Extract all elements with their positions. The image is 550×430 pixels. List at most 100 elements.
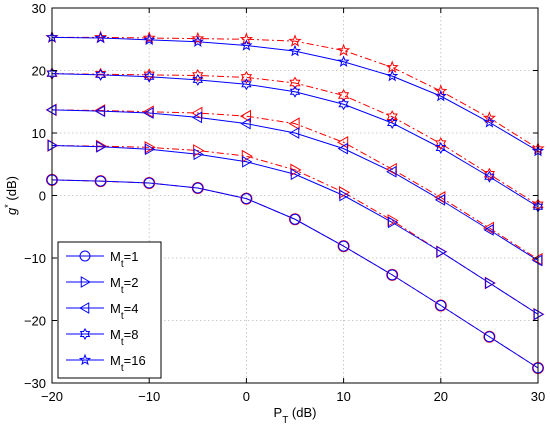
legend-label: Mt=2: [110, 275, 138, 296]
data-point-solid: [95, 175, 107, 187]
data-point-solid: [95, 68, 106, 81]
data-point-solid: [435, 300, 447, 311]
legend-label-sub: t: [121, 337, 124, 348]
data-point-solid: [484, 170, 495, 183]
y-tick-label: 10: [32, 126, 46, 141]
legend-label-value: =1: [124, 249, 139, 264]
legend-label-main: M: [110, 249, 121, 264]
data-point-solid: [45, 104, 57, 116]
legend-label-sub: t: [121, 363, 124, 374]
data-point-dashed: [483, 167, 496, 181]
data-point-solid: [144, 70, 155, 83]
data-point-solid: [386, 269, 398, 281]
data-point-dashed: [191, 31, 205, 45]
data-point-dashed: [289, 76, 301, 90]
x-tick-label: 10: [336, 389, 350, 404]
y-axis-title: g* (dB): [3, 176, 19, 215]
legend-label-sub: t: [121, 311, 124, 322]
data-point-solid: [191, 111, 203, 124]
legend-label-main: M: [110, 275, 121, 290]
data-point-dashed: [288, 34, 302, 47]
legend-entry: Mt=1: [66, 249, 138, 270]
legend-marker: [78, 302, 90, 314]
series-line-dashed: [51, 73, 539, 206]
series-line-dashed: [51, 109, 539, 260]
legend-marker: [79, 328, 91, 340]
legend-label-value: =4: [124, 301, 139, 316]
legend-label-value: =8: [124, 327, 139, 342]
legend-label-sub: t: [121, 259, 124, 270]
x-axis-title-main: P: [274, 405, 283, 420]
x-tick-label: 30: [531, 389, 545, 404]
data-point-solid: [337, 55, 350, 67]
y-axis-title-unit: (dB): [4, 176, 19, 204]
data-point-dashed: [240, 70, 253, 84]
series-line-solid: [51, 179, 539, 369]
x-tick-label: −10: [138, 389, 160, 404]
legend-marker: [78, 353, 92, 366]
y-axis-title-main: g: [4, 207, 19, 215]
data-point-dashed: [143, 68, 155, 82]
legend-entry: Mt=4: [66, 301, 138, 322]
data-point-solid: [191, 35, 204, 47]
x-axis-title-sub: T: [282, 415, 288, 426]
data-point-dashed: [337, 89, 350, 102]
legend-label: Mt=8: [110, 327, 138, 348]
data-point-solid: [143, 33, 156, 46]
legend-label-sub: t: [121, 285, 124, 296]
data-point-solid: [338, 240, 350, 252]
series-line-solid: [51, 36, 539, 152]
series-line-dashed: [52, 36, 539, 150]
data-point-solid: [94, 105, 105, 117]
series-markers: [45, 30, 545, 374]
data-point-dashed: [142, 31, 156, 44]
legend-label-main: M: [110, 301, 121, 316]
x-axis-title-unit: (dB): [288, 405, 316, 420]
data-point-solid: [289, 213, 301, 225]
x-axis-title: PT (dB): [274, 405, 317, 426]
data-point-solid: [386, 165, 397, 178]
data-point-dashed: [239, 32, 253, 45]
data-point-solid: [240, 39, 253, 51]
legend-entry: Mt=8: [66, 327, 138, 348]
series-line-solid: [51, 109, 539, 261]
legend-marker: [79, 250, 91, 262]
y-tick-label: −20: [24, 314, 46, 329]
data-point-solid: [483, 224, 494, 236]
data-point-dashed: [434, 84, 448, 97]
data-point-solid: [434, 194, 446, 206]
data-point-solid: [483, 331, 495, 343]
data-point-solid: [485, 277, 496, 289]
data-point-solid: [241, 78, 252, 91]
data-point-solid: [242, 155, 253, 168]
data-point-dashed: [337, 136, 349, 149]
x-tick-label: 20: [434, 389, 448, 404]
y-tick-label: 30: [32, 1, 46, 16]
data-point-solid: [96, 140, 107, 153]
data-point-solid: [193, 148, 204, 161]
data-point-solid: [288, 44, 302, 57]
y-tick-label: 20: [32, 64, 46, 79]
data-point-dashed: [385, 60, 399, 73]
legend-label-main: M: [110, 327, 121, 342]
data-point-dashed: [337, 43, 351, 57]
data-point-solid: [289, 85, 301, 98]
data-point-solid: [94, 31, 107, 44]
legend-entry: Mt=2: [66, 275, 138, 296]
legend-label-value: =16: [124, 353, 146, 368]
series-line-dashed: [51, 145, 539, 315]
x-tick-label: −20: [41, 389, 63, 404]
y-axis-title-sup: *: [3, 204, 13, 208]
legend-label-value: =2: [124, 275, 139, 290]
data-point-solid: [386, 69, 399, 82]
data-point-solid: [47, 139, 59, 152]
data-point-solid: [192, 182, 204, 194]
legend-label: Mt=4: [110, 301, 138, 322]
data-point-solid: [290, 168, 302, 181]
data-point-solid: [533, 308, 545, 321]
data-point-solid: [435, 142, 446, 154]
data-point-solid: [339, 189, 350, 202]
data-point-dashed: [482, 111, 496, 124]
data-point-solid: [436, 245, 447, 258]
